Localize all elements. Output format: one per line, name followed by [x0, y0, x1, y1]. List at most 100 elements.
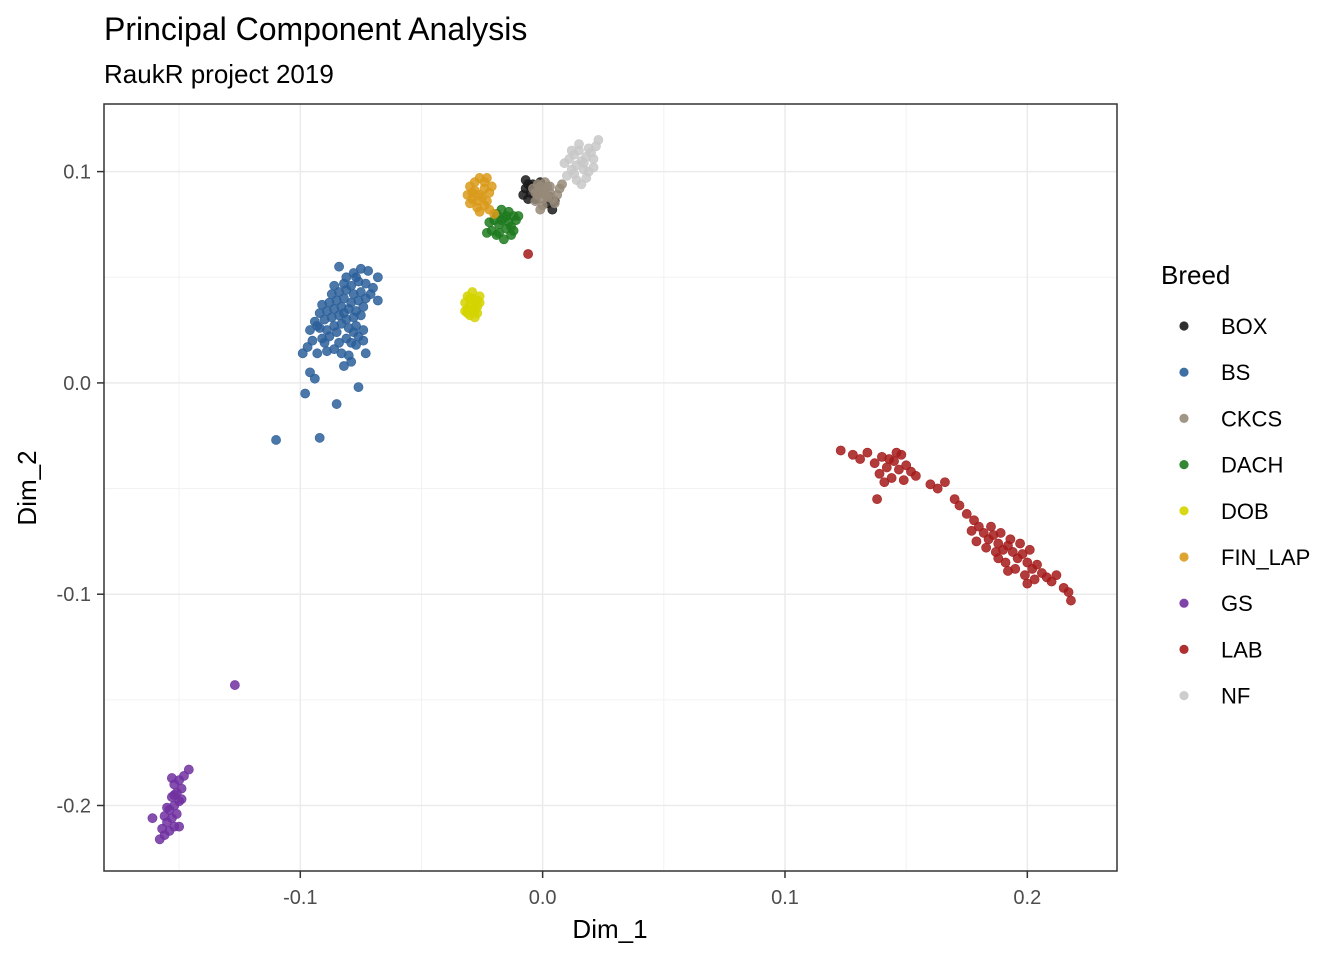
scatter-point — [154, 834, 165, 845]
scatter-point — [351, 306, 361, 316]
scatter-point — [578, 164, 589, 175]
series-gs — [147, 680, 240, 845]
legend-label: LAB — [1221, 637, 1263, 662]
scatter-point — [1024, 544, 1035, 555]
scatter-point — [166, 773, 177, 783]
x-axis-label: Dim_1 — [572, 914, 647, 944]
scatter-point — [881, 462, 892, 473]
scatter-point — [886, 473, 897, 483]
scatter-point — [351, 272, 361, 283]
x-tick-label: 0.1 — [771, 887, 799, 909]
scatter-point — [494, 227, 504, 238]
legend-label: NF — [1221, 684, 1250, 709]
chart-title: Principal Component Analysis — [104, 11, 527, 47]
scatter-point — [574, 139, 584, 150]
scatter-point — [566, 145, 577, 156]
scatter-point — [869, 458, 880, 469]
scatter-point — [346, 337, 357, 348]
scatter-point — [537, 185, 548, 196]
legend-label: BS — [1221, 360, 1250, 385]
scatter-point — [329, 280, 340, 291]
scatter-point — [465, 293, 475, 304]
scatter-point — [925, 479, 936, 490]
scatter-point — [872, 494, 882, 505]
scatter-point — [569, 168, 580, 179]
axes: -0.1 0.0 0.1 0.2 -0.2 -0.1 0.0 0.1 — [57, 162, 1042, 909]
scatter-point — [1003, 566, 1013, 576]
y-tick-label: -0.2 — [57, 795, 91, 817]
scatter-point — [508, 225, 519, 236]
scatter-point — [981, 542, 992, 553]
x-tick-label: 0.2 — [1013, 887, 1041, 909]
scatter-point — [372, 272, 383, 283]
scatter-point — [305, 325, 315, 335]
scatter-point — [157, 823, 168, 834]
scatter-point — [993, 553, 1004, 564]
legend-key — [1179, 598, 1189, 608]
scatter-point — [1020, 570, 1030, 581]
scatter-point — [986, 521, 996, 532]
y-tick-label: 0.1 — [63, 162, 91, 184]
scatter-point — [300, 388, 311, 399]
scatter-point — [353, 382, 364, 393]
scatter-point — [862, 447, 873, 458]
scatter-point — [331, 399, 342, 409]
scatter-point — [467, 187, 478, 198]
legend: Breed BOX BS CKCS DACH DOB FIN_LAP GS LAB NF — [1161, 260, 1310, 709]
scatter-point — [331, 327, 342, 338]
scatter-point — [346, 280, 357, 291]
legend-title: Breed — [1161, 260, 1230, 290]
scatter-point — [1063, 587, 1074, 597]
legend-key — [1179, 552, 1189, 562]
x-tick-label: -0.1 — [283, 887, 317, 909]
scatter-point — [322, 325, 332, 335]
scatter-point — [176, 794, 187, 805]
y-tick-label: 0.0 — [63, 373, 91, 395]
scatter-point — [879, 477, 890, 488]
scatter-point — [363, 266, 374, 276]
scatter-point — [162, 802, 172, 813]
scatter-point — [995, 528, 1006, 538]
scatter-point — [593, 135, 604, 145]
scatter-point — [513, 211, 524, 221]
series-fin-lap — [462, 173, 500, 219]
scatter-point — [174, 821, 185, 832]
legend-label: DACH — [1221, 453, 1283, 478]
legend-label: BOX — [1221, 314, 1268, 339]
legend-key — [1179, 321, 1189, 331]
series-bs — [271, 261, 383, 445]
scatter-point — [312, 320, 323, 331]
scatter-point — [966, 525, 977, 536]
grid-lines — [104, 104, 1117, 871]
scatter-point — [309, 373, 320, 384]
scatter-point — [961, 509, 972, 519]
scatter-point — [484, 217, 495, 228]
scatter-point — [469, 306, 480, 316]
scatter-point — [334, 261, 344, 272]
scatter-point — [341, 272, 352, 283]
scatter-point — [159, 811, 170, 821]
scatter-point — [1015, 538, 1025, 549]
scatter-point — [1017, 549, 1028, 559]
scatter-point — [523, 249, 534, 259]
scatter-point — [360, 278, 371, 289]
legend-label: GS — [1221, 591, 1253, 616]
scatter-point — [847, 449, 858, 460]
scatter-point — [312, 348, 323, 359]
legend-label: CKCS — [1221, 406, 1282, 431]
scatter-point — [372, 295, 383, 306]
scatter-point — [835, 445, 846, 456]
scatter-point — [307, 335, 318, 346]
scatter-point — [147, 813, 158, 824]
scatter-point — [169, 790, 180, 800]
scatter-point — [535, 204, 546, 215]
legend-label: DOB — [1221, 499, 1269, 524]
plot-panel-border — [103, 103, 1118, 872]
scatter-point — [482, 173, 492, 183]
scatter-point — [319, 337, 330, 348]
scatter-point — [339, 361, 349, 371]
series-lab — [523, 249, 1076, 606]
scatter-point — [343, 350, 354, 361]
